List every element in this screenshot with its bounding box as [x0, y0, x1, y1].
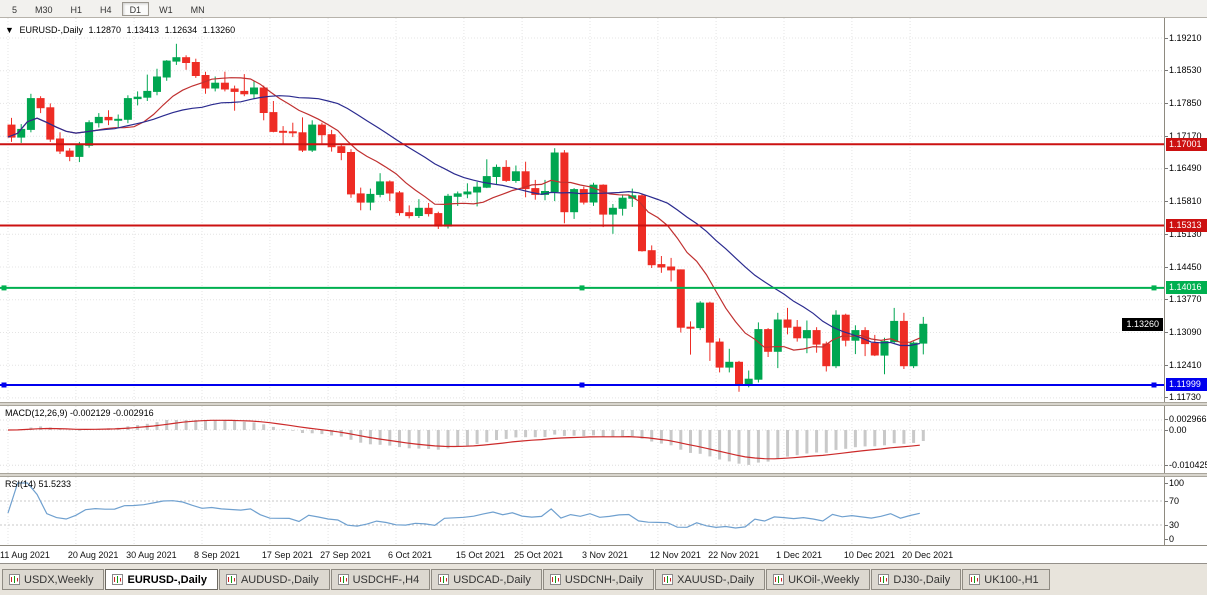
macd-panel: MACD(12,26,9) -0.002129 -0.002916	[0, 406, 1164, 473]
chart-tab-ukoil-weekly[interactable]: UKOil-,Weekly	[766, 569, 871, 590]
timeframe-button-m30[interactable]: M30	[35, 4, 53, 15]
chart-tab-xauusd-daily[interactable]: XAUUSD-,Daily	[655, 569, 766, 590]
timeframe-toolbar: 5 M30 H1 H4 D1 W1 MN	[0, 0, 1207, 18]
chart-tab-label: USDX,Weekly	[24, 573, 94, 586]
rsi-axis-label: 0	[1164, 534, 1175, 544]
price-axis-label: 1.13770	[1165, 294, 1202, 305]
macd-chart-canvas[interactable]	[0, 406, 1164, 473]
main-chart-pane: ▼ EURUSD-,Daily 1.12870 1.13413 1.12634 …	[0, 18, 1164, 402]
ohlc-open: 1.12870	[88, 25, 122, 35]
price-axis-label: 1.15810	[1165, 196, 1202, 207]
rsi-chart-canvas[interactable]	[0, 477, 1164, 545]
chart-tab-icon	[773, 574, 785, 585]
chart-tab-icon	[225, 574, 237, 585]
price-axis-label: 1.11730	[1165, 392, 1201, 403]
macd-axis-label: 0.002966	[1165, 414, 1207, 425]
price-axis-label: 1.15130	[1165, 228, 1202, 239]
macd-axis-label: 0.00	[1165, 424, 1187, 435]
price-axis-label: 1.17170	[1165, 130, 1202, 141]
rsi-label: RSI(14) 51.5233	[5, 479, 72, 489]
date-axis-label: 20 Aug 2021	[67, 550, 119, 560]
ohlc-close: 1.13260	[202, 25, 236, 35]
timeframe-button-5[interactable]: 5	[12, 4, 18, 15]
date-axis-label: 10 Dec 2021	[843, 550, 895, 560]
timeframe-button-h1[interactable]: H1	[70, 4, 83, 15]
chart-tab-label: USDCHF-,H4	[352, 573, 420, 586]
rsi-axis-label: 100	[1164, 477, 1185, 488]
chart-symbol-label: EURUSD-,Daily	[19, 25, 83, 35]
triangle-down-icon: ▼	[5, 25, 14, 35]
chart-tab-label: USDCNH-,Daily	[564, 573, 644, 586]
chart-tab-icon	[337, 574, 349, 585]
date-axis-label: 3 Nov 2021	[582, 550, 629, 560]
chart-tab-label: USDCAD-,Daily	[453, 573, 531, 586]
chart-tab-icon	[438, 574, 450, 585]
macd-label: MACD(12,26,9) -0.002129 -0.002916	[5, 408, 154, 418]
current-price-label: 1.13260	[1122, 317, 1163, 331]
price-axis[interactable]: 1.19210 1.18530 1.17850 1.17170 1.16490 1.158…	[1164, 18, 1207, 545]
rsi-axis-label: 30	[1164, 519, 1180, 530]
price-axis-label: 1.16490	[1165, 163, 1202, 174]
price-line-label: 1.14016	[1166, 281, 1207, 295]
price-axis-label: 1.17850	[1165, 97, 1202, 108]
panel-divider[interactable]	[0, 473, 1207, 477]
date-axis-label: 17 Sep 2021	[261, 550, 313, 560]
date-axis-label: 11 Aug 2021	[0, 550, 50, 560]
macd-axis-label: -0.010425	[1165, 460, 1207, 471]
chart-tab-icon	[549, 574, 561, 585]
date-axis-label: 12 Nov 2021	[649, 550, 701, 560]
price-line-label: 1.15313	[1166, 219, 1207, 232]
price-line-label: 1.11999	[1166, 378, 1207, 392]
chart-tab-uk100-h1[interactable]: UK100-,H1	[962, 569, 1050, 590]
time-axis[interactable]: 11 Aug 2021 20 Aug 2021 30 Aug 2021 8 Sep 2…	[0, 545, 1207, 563]
timeframe-button-h4[interactable]: H4	[100, 4, 112, 15]
price-axis-label: 1.12410	[1165, 359, 1202, 370]
chart-header: ▼ EURUSD-,Daily 1.12870 1.13413 1.12634 …	[5, 25, 238, 35]
date-axis-label: 8 Sep 2021	[194, 550, 241, 560]
date-axis-label: 27 Sep 2021	[320, 550, 372, 560]
rsi-panel: RSI(14) 51.5233	[0, 477, 1164, 545]
chart-tab-usdchf-h4[interactable]: USDCHF-,H4	[330, 569, 431, 590]
chart-tab-icon	[112, 574, 124, 585]
panel-divider[interactable]	[0, 402, 1207, 406]
chart-tab-dj30-daily[interactable]: DJ30-,Daily	[871, 569, 962, 590]
price-axis-label: 1.19210	[1165, 32, 1202, 43]
chart-tab-audusd-daily[interactable]: AUDUSD-,Daily	[218, 569, 330, 590]
chart-tab-label: XAUUSD-,Daily	[677, 573, 755, 586]
chart-tab-icon	[969, 574, 981, 585]
date-axis-label: 25 Oct 2021	[514, 550, 564, 560]
timeframe-button-d1[interactable]: D1	[121, 1, 150, 16]
chart-tab-usdx-weekly[interactable]: USDX,Weekly	[2, 569, 105, 590]
date-axis-label: 20 Dec 2021	[902, 550, 954, 560]
date-axis-label: 6 Oct 2021	[388, 550, 433, 560]
price-line-label: 1.17001	[1166, 137, 1207, 151]
price-axis-label: 1.13090	[1165, 326, 1202, 337]
chart-tab-label: UKOil-,Weekly	[788, 573, 860, 586]
price-axis-label: 1.14450	[1165, 261, 1202, 272]
candlestick-chart-canvas[interactable]	[0, 18, 1164, 402]
chart-tab-eurusd-daily[interactable]: EURUSD-,Daily	[105, 569, 218, 590]
timeframe-button-w1[interactable]: W1	[159, 4, 173, 15]
rsi-axis-label: 70	[1164, 495, 1180, 506]
chart-tab-usdcnh-daily[interactable]: USDCNH-,Daily	[542, 569, 655, 590]
chart-tab-bar: USDX,Weekly EURUSD-,Daily AUDUSD-,Daily USD…	[0, 563, 1207, 595]
chart-tab-label: EURUSD-,Daily	[127, 573, 207, 586]
ohlc-high: 1.13413	[126, 25, 160, 35]
chart-tab-label: UK100-,H1	[984, 573, 1039, 586]
chart-tab-icon	[878, 574, 890, 585]
date-axis-label: 15 Oct 2021	[455, 550, 505, 560]
chart-tab-icon	[9, 574, 20, 585]
date-axis-label: 30 Aug 2021	[126, 550, 177, 560]
chart-tab-label: DJ30-,Daily	[893, 573, 951, 586]
chart-tab-icon	[662, 574, 674, 585]
price-axis-label: 1.18530	[1165, 65, 1202, 76]
date-axis-label: 22 Nov 2021	[708, 550, 760, 560]
chart-tab-label: AUDUSD-,Daily	[240, 573, 319, 586]
date-axis-label: 1 Dec 2021	[776, 550, 823, 560]
ohlc-low: 1.12634	[164, 25, 198, 35]
timeframe-button-mn[interactable]: MN	[190, 4, 205, 15]
chart-tab-usdcad-daily[interactable]: USDCAD-,Daily	[431, 569, 542, 590]
